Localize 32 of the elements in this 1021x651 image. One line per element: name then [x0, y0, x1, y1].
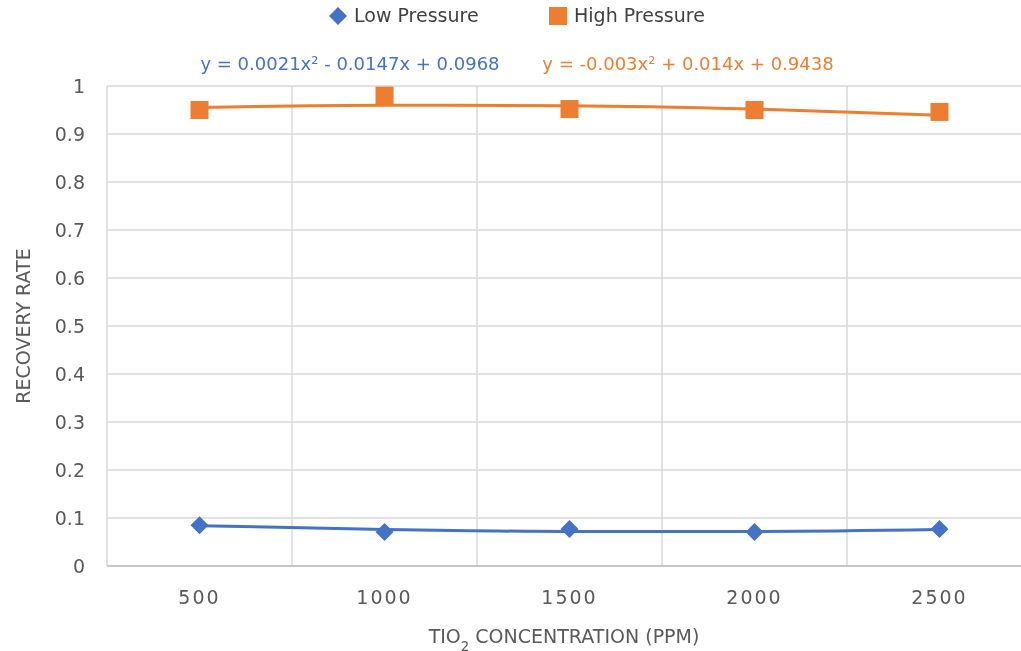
y-tick-label: 0	[72, 554, 85, 577]
x-tick-label: 500	[178, 586, 221, 608]
x-tick-label: 2500	[911, 586, 968, 608]
y-tick-label: 0.5	[54, 314, 85, 337]
point	[190, 101, 209, 119]
y-tick-label: 0.3	[54, 410, 85, 433]
point	[190, 516, 209, 535]
y-tick-label: 0.7	[54, 218, 85, 241]
y-tick-label: 0.6	[54, 266, 85, 289]
point	[560, 100, 579, 119]
y-tick-label: 0.2	[54, 458, 85, 481]
x-tick-label: 1000	[356, 586, 413, 608]
text: y = 0.0021x² - 0.0147x + 0.0968	[200, 53, 500, 74]
point	[375, 522, 394, 541]
y-tick-label: 1	[72, 74, 85, 97]
point	[930, 520, 949, 539]
legend-label: High Pressure	[574, 4, 705, 26]
point	[745, 522, 764, 541]
point	[560, 520, 579, 539]
y-axis-title: RECOVERY RATE	[12, 248, 34, 404]
y-tick-label: 0.1	[54, 506, 85, 529]
text: y = -0.003x² + 0.014x + 0.9438	[542, 53, 834, 74]
y-tick-label: 0.4	[54, 362, 85, 385]
point	[745, 101, 764, 119]
y-tick-label: 0.8	[54, 170, 85, 193]
x-axis-title: TIO$_{2}$ CONCENTRATION (PPM)	[427, 625, 700, 651]
y-tick-label: 0.9	[54, 122, 85, 145]
x-tick-label: 2000	[726, 586, 783, 608]
point	[375, 86, 394, 105]
legend-label: Low Pressure	[354, 4, 479, 26]
point	[930, 102, 949, 121]
x-tick-label: 1500	[541, 586, 598, 608]
